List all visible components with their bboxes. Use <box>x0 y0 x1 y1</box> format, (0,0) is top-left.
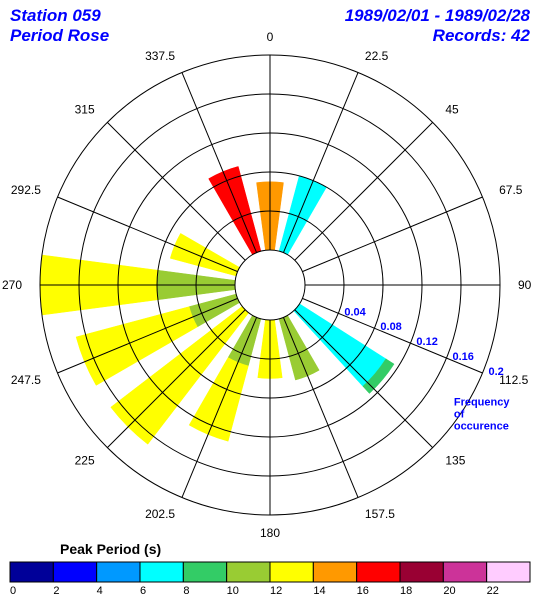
colorbar-segment <box>140 562 183 582</box>
ring-value-label: 0.08 <box>380 321 401 333</box>
rose-bar-segment <box>170 233 239 276</box>
angle-tick-label: 135 <box>445 453 465 467</box>
angle-tick-label: 315 <box>75 103 95 117</box>
grid-spoke <box>283 73 358 253</box>
colorbar-segment <box>227 562 270 582</box>
date-range: 1989/02/01 - 1989/02/28 <box>345 6 530 26</box>
colorbar-tick-label: 16 <box>357 585 369 597</box>
frequency-axis-label: occurence <box>454 421 509 433</box>
colorbar-segment <box>97 562 140 582</box>
inner-ring <box>235 250 305 320</box>
angle-tick-label: 180 <box>260 526 280 540</box>
rose-bar-segment <box>209 166 261 254</box>
colorbar-tick-label: 14 <box>313 585 325 597</box>
angle-tick-label: 67.5 <box>499 183 523 197</box>
colorbar-title: Peak Period (s) <box>60 541 161 557</box>
grid-spoke <box>302 197 482 272</box>
angle-tick-label: 45 <box>445 103 459 117</box>
records-count: Records: 42 <box>433 26 530 46</box>
angle-tick-label: 337.5 <box>145 49 175 63</box>
ring-value-label: 0.16 <box>452 351 473 363</box>
angle-tick-label: 247.5 <box>11 373 41 387</box>
chart-container: Station 059 Period Rose 1989/02/01 - 198… <box>0 0 540 600</box>
grid-spoke <box>295 310 433 448</box>
grid-spoke <box>182 73 257 253</box>
station-title: Station 059 <box>10 6 101 26</box>
colorbar-tick-label: 22 <box>487 585 499 597</box>
angle-tick-label: 90 <box>518 278 532 292</box>
colorbar-segment <box>270 562 313 582</box>
colorbar-tick-label: 20 <box>443 585 455 597</box>
colorbar-tick-label: 10 <box>227 585 239 597</box>
colorbar-segment <box>443 562 486 582</box>
colorbar-tick-label: 12 <box>270 585 282 597</box>
angle-tick-label: 22.5 <box>365 49 389 63</box>
angle-tick-label: 292.5 <box>11 183 41 197</box>
ring-value-label: 0.04 <box>344 306 366 318</box>
colorbar-tick-label: 8 <box>183 585 189 597</box>
chart-type-title: Period Rose <box>10 26 109 46</box>
colorbar-tick-label: 6 <box>140 585 146 597</box>
angle-tick-label: 157.5 <box>365 507 395 521</box>
colorbar-segment <box>487 562 530 582</box>
colorbar-segment <box>357 562 400 582</box>
ring-value-label: 0.2 <box>488 366 503 378</box>
colorbar-segment <box>10 562 53 582</box>
angle-tick-label: 225 <box>75 453 95 467</box>
colorbar-segment <box>53 562 96 582</box>
colorbar-segment <box>183 562 226 582</box>
colorbar-tick-label: 18 <box>400 585 412 597</box>
colorbar-tick-label: 2 <box>53 585 59 597</box>
rose-bar-segment <box>279 176 326 255</box>
frequency-axis-label: of <box>454 409 465 421</box>
frequency-axis-label: Frequency <box>454 397 511 409</box>
colorbar-segment <box>313 562 356 582</box>
colorbar-tick-label: 4 <box>97 585 103 597</box>
angle-tick-label: 0 <box>267 30 274 44</box>
angle-tick-label: 270 <box>2 278 22 292</box>
angle-tick-label: 202.5 <box>145 507 175 521</box>
polar-chart-svg: 022.54567.590112.5135157.5180202.5225247… <box>0 0 540 600</box>
colorbar-tick-label: 0 <box>10 585 16 597</box>
ring-value-label: 0.12 <box>416 336 437 348</box>
colorbar-segment <box>400 562 443 582</box>
